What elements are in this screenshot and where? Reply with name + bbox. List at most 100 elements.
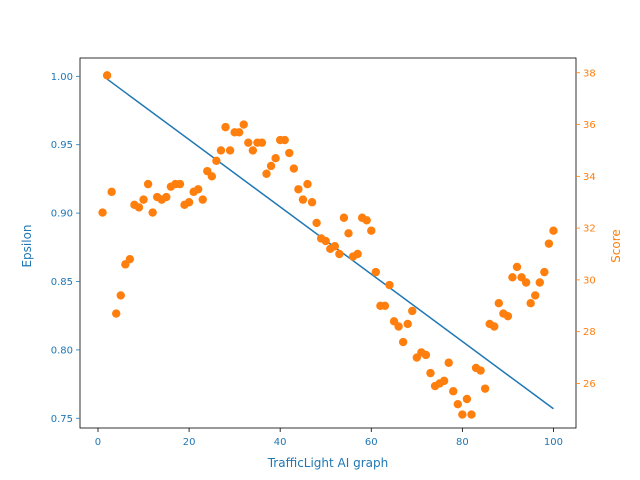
score-point (312, 218, 321, 228)
score-point (540, 267, 549, 277)
left-y-tick-label: 0.90 (51, 209, 73, 220)
score-point (239, 120, 248, 129)
score-point (371, 267, 381, 277)
score-point (494, 299, 503, 308)
left-y-tick-label: 1.00 (51, 72, 73, 83)
score-point (380, 301, 390, 310)
axes: 0 20 40 60 80 100 0.75 0.80 0.85 0.90 0.95 1.00 26 28… (51, 57, 596, 448)
score-point (298, 195, 308, 204)
score-point (307, 198, 317, 207)
score-point (212, 156, 221, 165)
score-point (362, 216, 371, 225)
left-y-tick-label: 0.95 (51, 140, 73, 151)
score-point (544, 239, 554, 248)
score-point (512, 262, 522, 272)
score-point (458, 410, 467, 419)
score-point (330, 242, 340, 251)
score-point (184, 198, 194, 207)
score-point (426, 368, 435, 378)
x-tick-label: 20 (183, 437, 196, 448)
left-y-tick-label: 0.80 (51, 345, 73, 356)
score-point (116, 291, 125, 300)
score-point (148, 208, 157, 217)
score-point (444, 358, 453, 367)
score-point (125, 254, 135, 264)
score-point (394, 322, 403, 331)
score-point (262, 169, 271, 178)
score-point (198, 195, 207, 204)
score-point (162, 192, 171, 202)
x-tick-label: 80 (456, 437, 469, 448)
score-point (453, 399, 463, 409)
score-point (289, 164, 299, 173)
score-point (490, 322, 499, 331)
score-point (207, 172, 217, 181)
score-point (508, 273, 517, 282)
score-point (193, 185, 203, 194)
score-point (439, 376, 449, 386)
score-point (367, 226, 376, 235)
score-point (385, 280, 394, 290)
right-y-tick-label: 34 (583, 172, 596, 183)
score-point (531, 291, 540, 300)
score-point (321, 236, 330, 246)
epsilon-line (106, 78, 554, 410)
score-point (216, 146, 226, 155)
right-y-tick-label: 30 (583, 275, 596, 286)
score-point (271, 154, 280, 163)
score-point (335, 249, 344, 259)
score-point (102, 71, 112, 80)
right-y-tick-label: 28 (583, 327, 596, 338)
score-point (421, 350, 431, 360)
x-tick-label: 100 (544, 437, 563, 448)
right-y-tick-label: 32 (583, 224, 596, 235)
x-axis-label: TrafficLight AI graph (267, 456, 389, 470)
x-tick-label: 0 (95, 437, 101, 448)
score-point (353, 249, 362, 259)
score-point (225, 146, 235, 155)
score-point (480, 384, 490, 393)
score-point (303, 179, 312, 189)
score-point (403, 319, 412, 329)
left-y-axis-label: Epsilon (20, 224, 34, 267)
score-point (248, 146, 258, 155)
right-y-tick-label: 38 (583, 68, 596, 79)
score-point (344, 229, 353, 238)
score-point (280, 135, 289, 145)
left-y-tick-label: 0.85 (51, 277, 73, 288)
right-y-tick-label: 36 (583, 120, 596, 131)
score-point (285, 148, 294, 158)
score-point (134, 203, 144, 212)
score-point (521, 278, 531, 287)
score-point (143, 179, 153, 189)
score-point (98, 208, 107, 217)
score-point (339, 213, 349, 222)
score-point (244, 138, 253, 147)
x-tick-label: 40 (274, 437, 287, 448)
right-y-tick-label: 26 (583, 379, 596, 390)
left-y-tick-label: 0.75 (51, 414, 73, 425)
score-point (526, 299, 535, 308)
score-point (221, 122, 230, 132)
score-point (467, 410, 476, 419)
score-point (476, 366, 485, 375)
score-point (398, 337, 408, 347)
score-point (462, 394, 472, 404)
plot-frame (79, 57, 577, 429)
score-point (257, 138, 267, 147)
score-point (294, 185, 303, 194)
x-tick-label: 60 (365, 437, 378, 448)
score-point (503, 311, 513, 321)
score-point (112, 309, 121, 318)
score-point (266, 161, 276, 171)
plot-area (98, 71, 558, 419)
score-point (139, 195, 148, 204)
score-point (107, 187, 116, 197)
score-point (175, 179, 185, 189)
score-point (408, 306, 417, 316)
score-point (549, 226, 558, 235)
score-point (234, 128, 244, 137)
score-point (535, 278, 544, 287)
score-point (449, 387, 458, 396)
